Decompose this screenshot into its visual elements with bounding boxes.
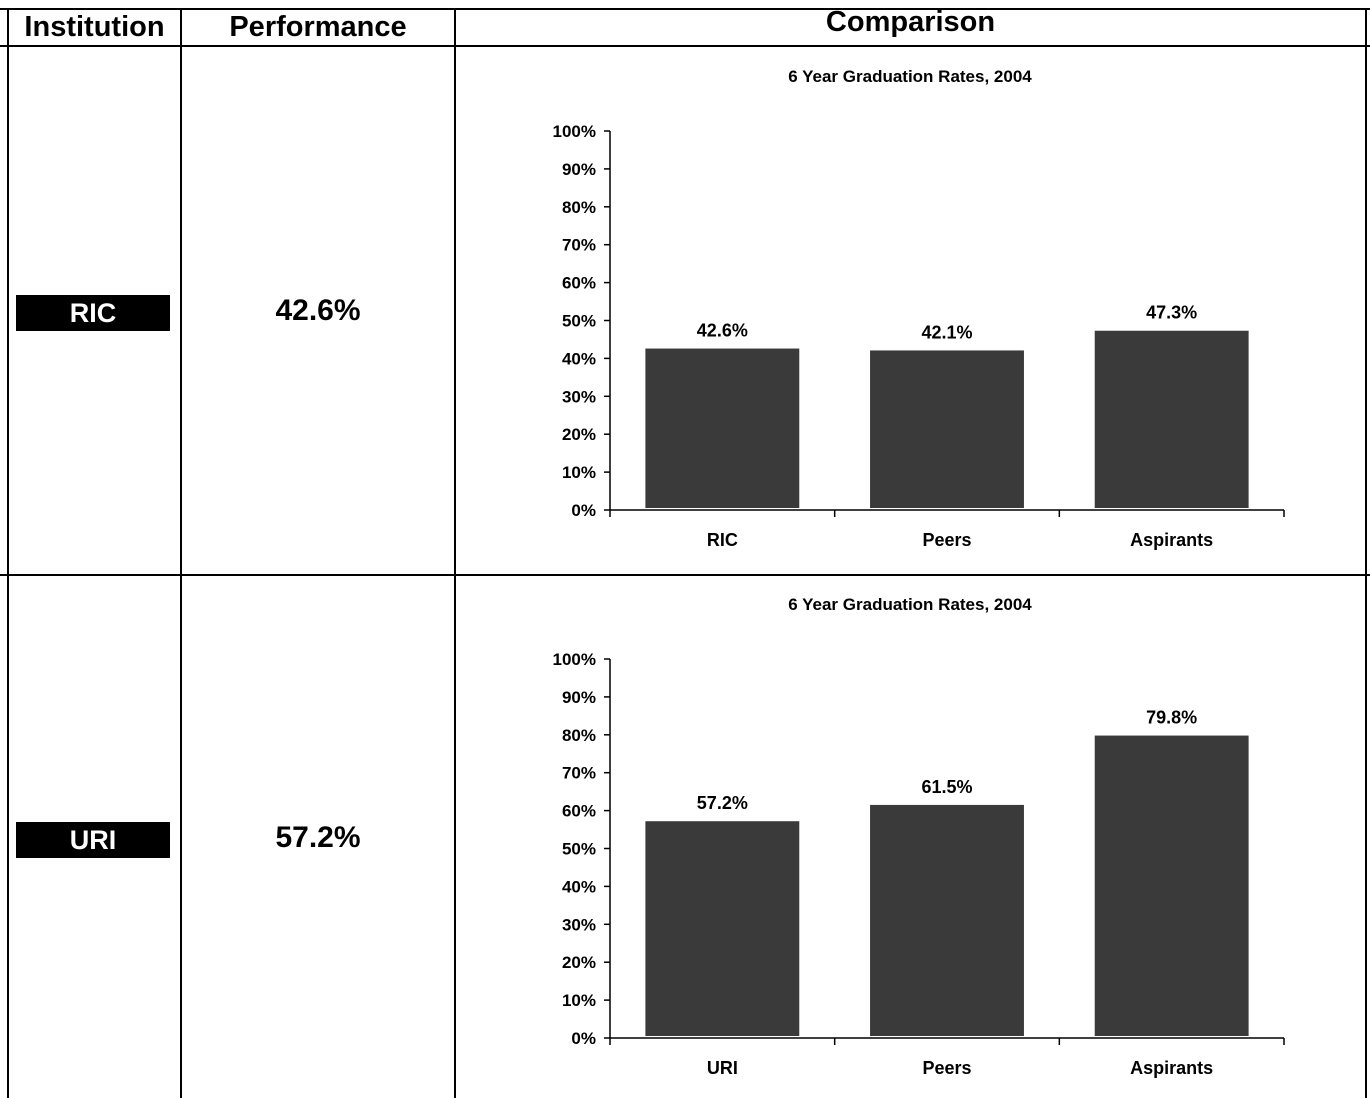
graduation-rates-chart-uri: 6 Year Graduation Rates, 2004 0% 10% 20% 30%… xyxy=(553,595,1285,1078)
y-tick-label: 0% xyxy=(571,1029,596,1048)
y-tick-label: 40% xyxy=(562,349,596,368)
y-tick-label: 80% xyxy=(562,726,596,745)
y-tick-label: 10% xyxy=(562,463,596,482)
bar-ric xyxy=(645,348,800,508)
y-tick-label: 100% xyxy=(553,650,596,669)
institution-badge-uri: URI xyxy=(16,822,170,858)
performance-value-uri: 57.2% xyxy=(275,821,361,854)
data-label-peers: 42.1% xyxy=(921,322,972,342)
chart-title: 6 Year Graduation Rates, 2004 xyxy=(788,595,1032,614)
comparison-column-header: Comparison xyxy=(825,6,996,38)
data-label-peers: 61.5% xyxy=(921,777,972,797)
y-tick-label: 20% xyxy=(562,425,596,444)
y-tick-label: 80% xyxy=(562,198,596,217)
y-tick-label: 20% xyxy=(562,953,596,972)
data-label-aspirants: 79.8% xyxy=(1146,708,1197,728)
y-tick-label: 90% xyxy=(562,688,596,707)
y-tick-label: 40% xyxy=(562,877,596,896)
x-tick-label-aspirants: Aspirants xyxy=(1130,530,1213,550)
x-tick-label-aspirants: Aspirants xyxy=(1130,1058,1213,1078)
data-label-ric: 42.6% xyxy=(697,321,748,341)
x-tick-label-uri: URI xyxy=(707,1058,738,1078)
x-tick-label-peers: Peers xyxy=(922,530,971,550)
bar-aspirants xyxy=(1094,330,1249,508)
y-tick-label: 60% xyxy=(562,274,596,293)
performance-column-header: Performance xyxy=(229,11,407,43)
bar-peers xyxy=(870,350,1024,508)
y-tick-label: 90% xyxy=(562,160,596,179)
y-tick-label: 50% xyxy=(562,840,596,859)
y-tick-label: 70% xyxy=(562,236,596,255)
y-tick-label: 10% xyxy=(562,991,596,1010)
y-tick-label: 0% xyxy=(571,501,596,520)
bar-uri xyxy=(645,821,800,1036)
y-tick-label: 50% xyxy=(562,312,596,331)
institution-column-header: Institution xyxy=(24,11,165,43)
y-tick-label: 30% xyxy=(562,387,596,406)
y-tick-label: 30% xyxy=(562,915,596,934)
chart-title: 6 Year Graduation Rates, 2004 xyxy=(788,67,1032,86)
data-label-uri: 57.2% xyxy=(697,793,748,813)
bar-aspirants xyxy=(1094,735,1249,1036)
performance-value-ric: 42.6% xyxy=(275,294,361,327)
institution-badge-ric: RIC xyxy=(16,295,170,331)
y-tick-label: 70% xyxy=(562,764,596,783)
data-label-aspirants: 47.3% xyxy=(1146,303,1197,323)
x-tick-label-ric: RIC xyxy=(707,530,738,550)
bar-peers xyxy=(870,804,1024,1036)
x-tick-label-peers: Peers xyxy=(922,1058,971,1078)
y-tick-label: 60% xyxy=(562,802,596,821)
graduation-rates-chart-ric: 6 Year Graduation Rates, 2004 0% 10% 20% 30%… xyxy=(553,67,1285,550)
y-tick-label: 100% xyxy=(553,122,596,141)
